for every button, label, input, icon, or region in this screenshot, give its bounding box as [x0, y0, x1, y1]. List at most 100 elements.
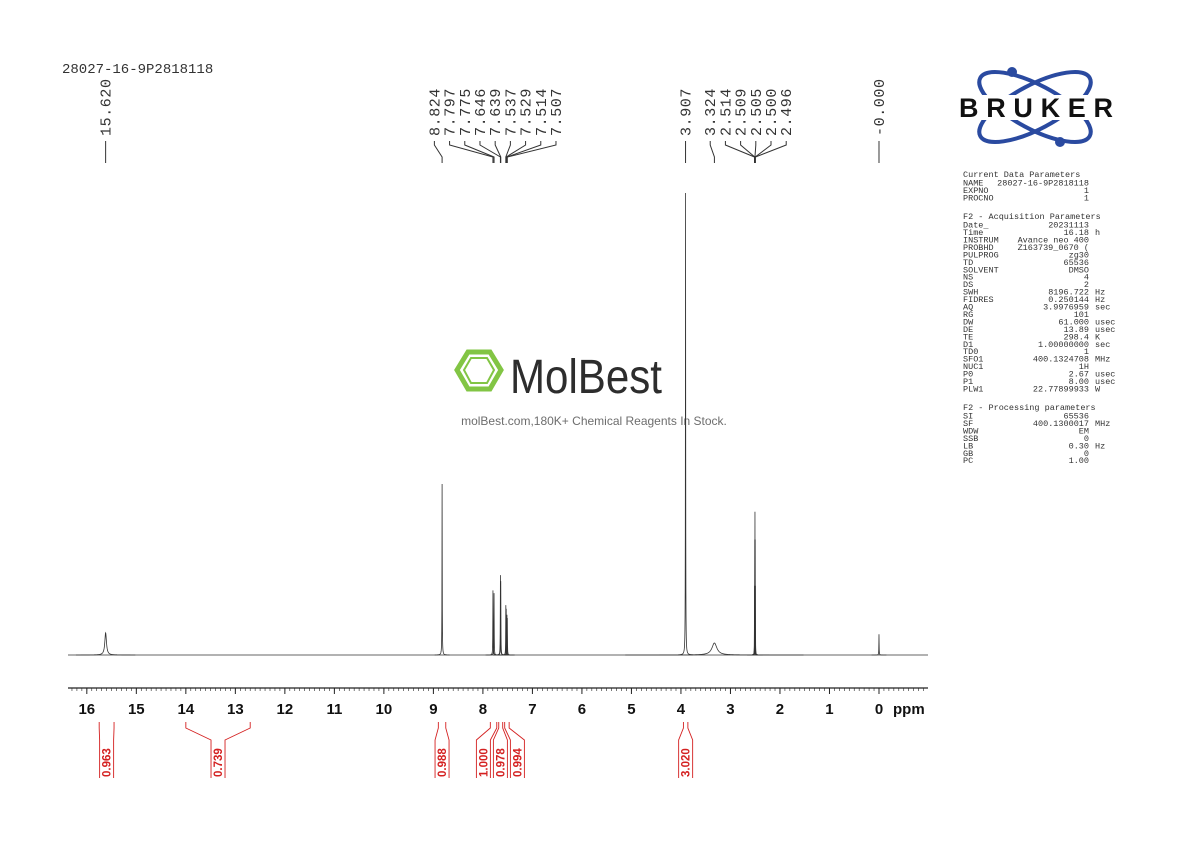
peak-connector — [709, 141, 715, 163]
parameter-name: SSB — [963, 434, 978, 444]
peak-connector — [505, 141, 527, 163]
parameter-name: FIDRES — [963, 295, 994, 305]
integral-bracket — [475, 722, 498, 778]
parameter-value: 0.30 — [1069, 441, 1089, 451]
x-tick-label: 10 — [376, 701, 393, 718]
x-tick-label: 6 — [578, 701, 586, 718]
parameter-value: DMSO — [1069, 265, 1089, 275]
parameter-name: DE — [963, 325, 973, 335]
peak — [499, 618, 515, 656]
parameter-value: 101 — [1074, 310, 1089, 320]
peak-label: 2.496 — [779, 88, 796, 136]
parameter-value: 4 — [1084, 273, 1089, 283]
parameter-name: P0 — [963, 370, 973, 380]
peak-label: 3.907 — [679, 88, 696, 136]
integral-bracket — [504, 722, 525, 778]
peak-connector — [449, 141, 494, 163]
peak-connector — [506, 141, 542, 163]
parameter-value: 16.18 — [1063, 228, 1089, 238]
parameter-value: 65536 — [1063, 258, 1089, 268]
parameter-unit: usec — [1095, 325, 1115, 335]
parameter-value: 400.1324708 — [1033, 355, 1089, 365]
logo-dot — [1007, 67, 1017, 77]
x-tick-label: 11 — [326, 701, 342, 718]
parameter-unit: h — [1095, 228, 1100, 238]
integral-label: 0.739 — [213, 748, 225, 777]
parameter-group-title: Current Data Parameters — [963, 170, 1080, 180]
parameter-name: Date_ — [963, 221, 989, 231]
integral-label: 1.000 — [478, 748, 490, 777]
parameter-name: SI — [963, 412, 973, 422]
parameter-value: 1.00000000 — [1038, 340, 1089, 350]
x-tick-label: 13 — [227, 701, 244, 718]
parameter-unit: Hz — [1095, 295, 1105, 305]
parameter-group-title: F2 - Processing parameters — [963, 403, 1096, 413]
x-tick-label: 2 — [776, 701, 784, 718]
x-tick-label: 7 — [528, 701, 536, 718]
integral-label: 3.020 — [681, 748, 693, 777]
parameter-value: 28027-16-9P2818118 — [997, 179, 1089, 189]
watermark-brand: MolBest — [510, 351, 662, 404]
parameter-value: 20231113 — [1048, 221, 1089, 231]
parameter-name: DW — [963, 317, 974, 327]
parameter-value: 0 — [1084, 449, 1089, 459]
integral-label: 0.963 — [102, 748, 114, 777]
parameter-value: 65536 — [1063, 412, 1089, 422]
peak-label: 7.514 — [534, 88, 551, 136]
peak-connector — [464, 141, 495, 163]
x-tick-label: 16 — [78, 701, 95, 718]
parameter-unit: K — [1095, 332, 1101, 342]
peak-label: 2.505 — [749, 88, 766, 136]
logo-orbit — [977, 70, 1093, 144]
peak — [871, 634, 887, 656]
parameter-name: RG — [963, 310, 973, 320]
parameter-value: zg30 — [1069, 250, 1089, 260]
peak-label: 2.509 — [734, 88, 751, 136]
watermark-icon — [462, 357, 496, 384]
parameter-value: 1H — [1079, 362, 1089, 372]
parameter-name: D1 — [963, 340, 973, 350]
integral-bracket — [185, 722, 251, 778]
parameter-name: TE — [963, 332, 973, 342]
parameter-value: Z163739_0670 ( — [1018, 243, 1089, 253]
x-tick-label: 5 — [627, 701, 635, 718]
logo-dot — [1055, 137, 1065, 147]
parameter-name: PLW1 — [963, 384, 983, 394]
parameter-unit: MHz — [1095, 419, 1110, 429]
peak — [625, 642, 804, 656]
peak-label: 7.639 — [488, 88, 505, 136]
peak — [485, 590, 501, 656]
watermark-tagline: molBest.com,180K+ Chemical Reagents In S… — [461, 414, 727, 428]
x-tick-label: 3 — [726, 701, 734, 718]
integral-bracket — [678, 722, 694, 778]
parameter-name: TD0 — [963, 347, 978, 357]
peak-connector — [506, 141, 557, 163]
peak — [486, 593, 502, 656]
integral-label: 0.978 — [495, 748, 507, 777]
parameter-unit: W — [1095, 384, 1101, 394]
parameter-name: NAME — [963, 179, 983, 189]
parameter-value: 13.89 — [1063, 325, 1089, 335]
peak-connector — [754, 141, 787, 163]
parameter-name: NS — [963, 273, 973, 283]
watermark-icon — [454, 349, 504, 392]
parameter-name: SOLVENT — [963, 265, 999, 275]
parameter-unit: usec — [1095, 370, 1115, 380]
parameter-name: SF — [963, 419, 973, 429]
integral-bracket — [492, 722, 508, 778]
x-tick-label: 14 — [177, 701, 194, 718]
peak — [747, 585, 763, 656]
parameter-value: EM — [1079, 426, 1089, 436]
peak-label: 7.797 — [443, 88, 460, 136]
peak-label: 2.500 — [764, 88, 781, 136]
parameter-name: P1 — [963, 377, 973, 387]
parameter-value: 22.77899933 — [1033, 384, 1089, 394]
parameter-value: 8196.722 — [1048, 288, 1089, 298]
integral-label: 0.994 — [512, 748, 524, 777]
parameter-unit: MHz — [1095, 355, 1110, 365]
parameter-name: NUC1 — [963, 362, 983, 372]
peak-label: 7.507 — [549, 88, 566, 136]
integral-label: 0.988 — [437, 748, 449, 777]
